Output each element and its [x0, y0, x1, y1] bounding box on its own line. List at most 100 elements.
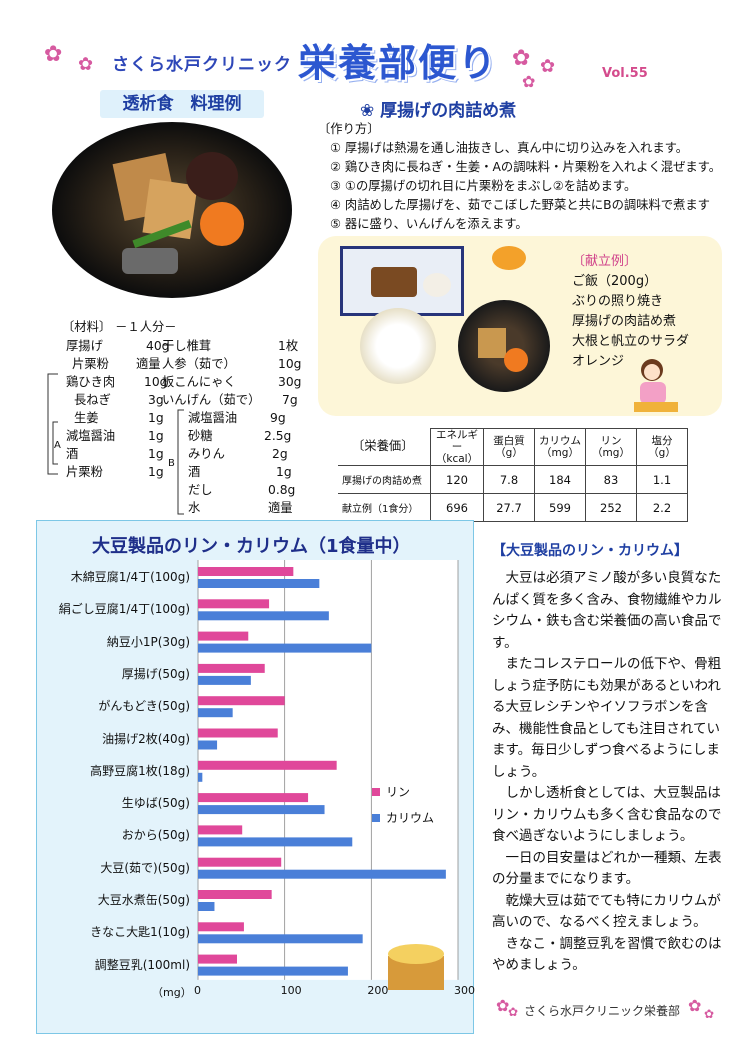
ingredient-name: 片栗粉 [72, 357, 109, 371]
ingredient-name: いんげん（茹で） [162, 393, 261, 407]
info-paragraph: しかし透析食としては、大豆製品はリン・カリウムも多く含む食品なので食べ過ぎないよ… [492, 785, 722, 844]
plate-art [478, 328, 528, 372]
category-label: おから(50g) [121, 828, 190, 843]
category-label: 厚揚げ(50g) [121, 666, 190, 681]
info-paragraph: きなこ・調整豆乳を習慣で飲むのはやめましょう。 [492, 935, 722, 974]
menu-item: 大根と帆立のサラダ [572, 334, 690, 349]
chart-title: 大豆製品のリン・カリウム（1食量中） [92, 536, 411, 557]
category-label: 絹ごし豆腐1/4丁(100g) [58, 602, 190, 617]
table-row: 厚揚げの肉詰め煮 120 7.8 184 83 1.1 [338, 465, 688, 494]
bar-potassium [198, 902, 215, 911]
table-cell: 83 [585, 465, 637, 494]
bar-potassium [198, 837, 353, 847]
cook-girl-illustration [634, 359, 678, 412]
bar-potassium [198, 740, 218, 750]
ingredient-name: 長ねぎ [74, 393, 111, 407]
ingredient-amount: 1枚 [278, 339, 299, 353]
category-label: きなこ大匙1(10g) [90, 925, 190, 940]
tick-label: 0 [194, 983, 201, 997]
bar-chart [197, 560, 459, 990]
nutrition-table: エネルギー （kcal） 蛋白質 （g） カリウム （mg） リン （mg） 塩… [338, 428, 688, 522]
step-item: ① 厚揚げは熱湯を通し油抜きし、真ん中に切り込みを入れます。 [330, 141, 689, 155]
tick-label: 300 [454, 983, 475, 997]
group-b-label: B [168, 458, 175, 469]
category-label: 大豆(茹で)(50g) [100, 860, 190, 875]
ingredient-amount: 7g [282, 393, 298, 407]
dish-photo [52, 122, 292, 298]
nutrition-label: 〔栄養価〕 [352, 439, 414, 453]
info-body: 大豆は必須アミノ酸が多い良質なたんぱく質を多く含み、食物繊維やカルシウム・鉄も含… [492, 568, 724, 977]
group-a-label: A [54, 440, 61, 451]
bar-potassium [198, 611, 329, 621]
category-label: 納豆小1P(30g) [106, 634, 190, 649]
fish-dish-photo [340, 246, 464, 316]
fish-dish-art [371, 267, 451, 297]
category-label: 木綿豆腐1/4丁(100g) [70, 570, 190, 584]
bar-potassium [198, 805, 325, 815]
legend-swatch [372, 814, 380, 822]
table-cell [338, 429, 431, 466]
ingredient-amount: 9g [270, 411, 286, 425]
step-item: ③ ①の厚揚げの切れ目に片栗粉をまぶし②を詰めます。 [330, 179, 637, 193]
ingredient-name: 生姜 [74, 411, 99, 425]
blossom-icon: ✿ [44, 42, 63, 67]
bar-phosphorus [198, 793, 309, 803]
table-header: エネルギー （kcal） [430, 428, 484, 466]
table-cell: 252 [585, 493, 637, 522]
ingredient-name: 人参（茹で） [162, 357, 236, 371]
menu-list: 〔献立例〕 ご飯（200g） ぶりの照り焼き 厚揚げの肉詰め煮 大根と帆立のサラ… [572, 252, 689, 372]
category-label: 大豆水煮缶(50g) [97, 893, 190, 907]
plot-area [198, 560, 458, 980]
blossom-icon: ✿ [496, 996, 510, 1015]
ingredient-name: 鶏ひき肉 [66, 375, 116, 389]
legend-label: リン [386, 785, 411, 799]
soybean-box-illustration [388, 944, 444, 990]
table-row-label: 厚揚げの肉詰め煮 [338, 465, 431, 494]
ingredient-amount: 10g [278, 357, 302, 371]
blossom-icon: ✿ [522, 72, 536, 91]
volume-number: Vol.55 [602, 66, 648, 81]
group-bracket [177, 409, 184, 515]
bar-potassium [198, 675, 251, 685]
table-cell: 120 [430, 465, 484, 494]
table-header: リン （mg） [585, 428, 637, 466]
ingredient-amount: 30g [278, 375, 302, 389]
bar-potassium [198, 772, 203, 782]
ingredient-name: みりん [188, 447, 225, 461]
axis-unit-label: （mg） [152, 985, 192, 999]
ingredient-name: 片栗粉 [66, 465, 103, 479]
info-paragraph: またコレステロールの低下や、骨粗しょう症予防にも効果があるといわれる大豆レシチン… [492, 656, 722, 780]
recipe-title: ❀ 厚揚げの肉詰め煮 [360, 101, 517, 121]
beans-shape [388, 944, 444, 964]
clinic-name: さくら水戸クリニック [112, 55, 292, 75]
blossom-icon: ✿ [512, 46, 531, 71]
ingredient-amount: 2.5g [264, 429, 292, 443]
menu-title: 〔献立例〕 [572, 254, 638, 269]
category-label: 油揚げ2枚(40g) [102, 731, 190, 746]
bar-phosphorus [198, 825, 243, 835]
table-row: エネルギー （kcal） 蛋白質 （g） カリウム （mg） リン （mg） 塩… [338, 428, 688, 466]
category-label: 生ゆば(50g) [121, 796, 190, 811]
ingredient-amount: 適量 [268, 501, 293, 515]
ingredient-name: 水 [188, 501, 201, 515]
bar-phosphorus [198, 599, 270, 609]
ingredient-name: 厚揚げ [66, 339, 103, 353]
step-item: ② 鶏ひき肉に長ねぎ・生姜・Aの調味料・片栗粉を入れよく混ぜます。 [330, 160, 722, 174]
info-paragraph: 一日の目安量はどれか一種類、左表の分量までになります。 [492, 849, 722, 888]
step-item: ④ 肉詰めした厚揚げを、茹でこぼした野菜と共にBの調味料で煮ます [330, 198, 710, 212]
ingredients-title: 〔材料〕 －１人分－ [62, 320, 177, 334]
bar-phosphorus [198, 567, 294, 576]
blossom-icon: ✿ [508, 1005, 519, 1019]
ingredient-name: だし [188, 483, 213, 497]
bar-phosphorus [198, 954, 237, 964]
category-label: がんもどき(50g) [98, 699, 190, 714]
ingredient-name: 酒 [66, 447, 79, 461]
dish-plate-photo [458, 300, 550, 392]
legend-label: カリウム [386, 811, 435, 825]
newsletter-title: 栄養部便り [298, 41, 499, 85]
bar-potassium [198, 708, 233, 718]
menu-item: オレンジ [572, 354, 625, 369]
ingredient-amount: 1g [148, 411, 164, 425]
table-cell: 2.2 [636, 493, 688, 522]
table-cell: 599 [534, 493, 586, 522]
